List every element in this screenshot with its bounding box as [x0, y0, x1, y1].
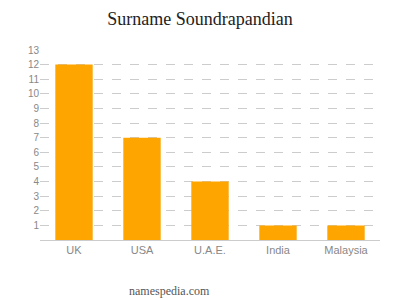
svg-text:5: 5 — [33, 161, 39, 172]
svg-text:1: 1 — [33, 220, 39, 231]
svg-text:India: India — [266, 244, 291, 256]
svg-text:13: 13 — [28, 45, 40, 56]
svg-text:U.A.E.: U.A.E. — [194, 244, 226, 256]
svg-text:4: 4 — [33, 176, 39, 187]
svg-text:10: 10 — [28, 88, 40, 99]
svg-text:Malaysia: Malaysia — [324, 244, 368, 256]
svg-text:namespedia.com: namespedia.com — [129, 284, 210, 298]
svg-text:12: 12 — [28, 59, 40, 70]
svg-text:11: 11 — [29, 74, 40, 85]
svg-text:3: 3 — [33, 191, 39, 202]
svg-text:7: 7 — [33, 132, 39, 143]
svg-text:2: 2 — [33, 205, 39, 216]
svg-text:Surname Soundrapandian: Surname Soundrapandian — [107, 9, 292, 29]
svg-text:8: 8 — [33, 118, 39, 129]
svg-text:UK: UK — [66, 244, 82, 256]
svg-text:9: 9 — [33, 103, 39, 114]
svg-text:6: 6 — [33, 147, 39, 158]
svg-text:USA: USA — [131, 244, 154, 256]
